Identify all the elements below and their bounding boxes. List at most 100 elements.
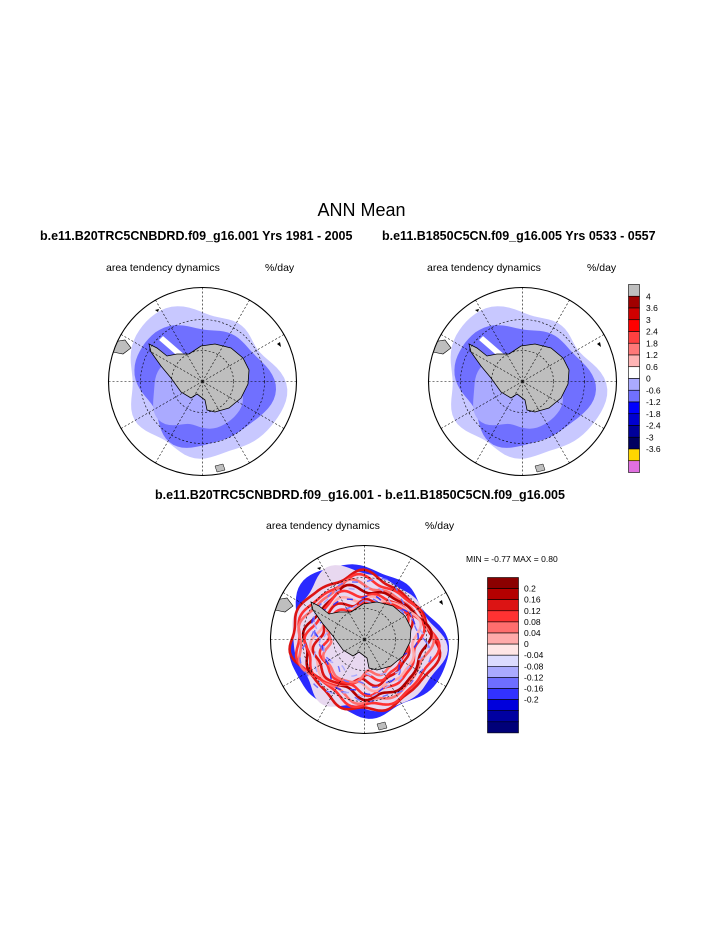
colorbar-tick-label: 0 bbox=[524, 639, 529, 649]
colorbar-tick-label: 1.8 bbox=[646, 338, 658, 348]
max-label: MAX = bbox=[513, 554, 539, 564]
small-island bbox=[277, 342, 281, 347]
colorbar-box bbox=[628, 331, 640, 344]
colorbar-box bbox=[487, 710, 519, 723]
colorbar-box bbox=[628, 460, 640, 473]
map-content bbox=[108, 287, 297, 476]
colorbar-box bbox=[628, 378, 640, 391]
antarctica-landmass bbox=[148, 343, 250, 413]
colorbar-box bbox=[628, 413, 640, 426]
colorbar-tick-label: 1.2 bbox=[646, 350, 658, 360]
small-island bbox=[155, 309, 159, 312]
panel-1-case-title: b.e11.B20TRC5CNBDRD.f09_g16.001 Yrs 1981… bbox=[40, 229, 353, 243]
colorbar-tick-label: -0.12 bbox=[524, 672, 544, 682]
small-island bbox=[439, 600, 443, 605]
colorbar-box bbox=[487, 688, 519, 700]
colorbar-box bbox=[628, 366, 640, 379]
latitude-circle bbox=[302, 577, 427, 702]
difference-title: b.e11.B20TRC5CNBDRD.f09_g16.001 - b.e11.… bbox=[155, 488, 565, 502]
diff-blue-band bbox=[313, 586, 429, 698]
colorbar-tick-label: 3 bbox=[646, 315, 651, 325]
colorbar-box bbox=[628, 342, 640, 356]
polar-map-panel-2 bbox=[427, 286, 618, 477]
polar-map-panel-1 bbox=[107, 286, 298, 477]
colorbar-tick-label: 0.6 bbox=[646, 362, 658, 372]
panel-2-case-title: b.e11.B1850C5CN.f09_g16.005 Yrs 0533 - 0… bbox=[382, 229, 656, 243]
colorbar-top: 4 3.6 3 2.41.8 1.2 0.6 0-0.6 -1.2 -1.8 -2.4-3 -3.6 bbox=[628, 284, 661, 473]
colorbar-tick-label: 0.08 bbox=[524, 617, 541, 627]
polar-map-difference bbox=[269, 544, 460, 735]
min-value: -0.77 bbox=[491, 554, 511, 564]
colorbar-box bbox=[628, 448, 640, 462]
min-max-readout: MIN = -0.77 MAX = 0.80 bbox=[466, 554, 558, 564]
colorbar-box bbox=[628, 425, 640, 438]
colorbar-tick-label: 0.16 bbox=[524, 595, 541, 605]
colorbar-box bbox=[487, 643, 519, 656]
colorbar-tick-label: -0.16 bbox=[524, 684, 544, 694]
colorbar-box bbox=[487, 610, 519, 623]
diff-red-band bbox=[294, 572, 441, 709]
diff-blue-band bbox=[323, 600, 404, 677]
min-label: MIN = bbox=[466, 554, 489, 564]
colorbar-box bbox=[487, 621, 519, 634]
latitude-circle bbox=[460, 319, 585, 444]
colorbar-box bbox=[628, 284, 640, 297]
map-border bbox=[107, 286, 298, 477]
colorbar-difference: 0.20.160.120.080.040-0.04-0.08-0.12 -0.16… bbox=[487, 577, 544, 734]
colorbar-tick-label: 3.6 bbox=[646, 303, 658, 313]
colorbar-tick-label: 4 bbox=[646, 291, 651, 301]
small-island bbox=[475, 309, 479, 312]
panel-1-right-subtitle: %/day bbox=[265, 262, 295, 274]
colorbar-box bbox=[628, 401, 640, 415]
colorbar-box bbox=[487, 666, 519, 678]
colorbar-tick-label: 0.2 bbox=[524, 584, 536, 594]
difference-left-subtitle: area tendency dynamics bbox=[266, 520, 380, 532]
diff-blue-band bbox=[299, 577, 432, 703]
map-content bbox=[428, 287, 617, 476]
colorbar-tick-label: 0 bbox=[646, 374, 651, 384]
small-island bbox=[597, 342, 601, 347]
colorbar-tick-label: 2.4 bbox=[646, 327, 658, 337]
colorbar-box bbox=[628, 389, 640, 403]
map-content bbox=[270, 545, 459, 734]
colorbar-tick-label: -2.4 bbox=[646, 421, 661, 431]
colorbar-tick-label: -1.8 bbox=[646, 409, 661, 419]
colorbar-tick-label: -1.2 bbox=[646, 397, 661, 407]
panel-2-left-subtitle: area tendency dynamics bbox=[427, 262, 541, 274]
colorbar-tick-label: 0.12 bbox=[524, 606, 541, 616]
latitude-circle bbox=[140, 319, 265, 444]
colorbar-tick-label: -0.04 bbox=[524, 650, 544, 660]
colorbar-box bbox=[628, 295, 640, 309]
small-island bbox=[317, 567, 321, 570]
colorbar-box bbox=[487, 699, 519, 711]
colorbar-box bbox=[628, 354, 640, 368]
antarctica-landmass bbox=[468, 343, 570, 413]
colorbar-tick-label: -3 bbox=[646, 432, 654, 442]
panel-1-left-subtitle: area tendency dynamics bbox=[106, 262, 220, 274]
map-border bbox=[269, 544, 460, 735]
colorbar-tick-label: -0.2 bbox=[524, 695, 539, 705]
kerguelen-island bbox=[534, 463, 546, 473]
colorbar-tick-label: -0.08 bbox=[524, 661, 544, 671]
max-value: 0.80 bbox=[541, 554, 558, 564]
latitude-circle bbox=[171, 350, 234, 413]
colorbar-box bbox=[487, 721, 519, 734]
colorbar-box bbox=[487, 588, 519, 601]
colorbar-box bbox=[487, 677, 519, 689]
colorbar-box bbox=[628, 319, 640, 332]
kerguelen-island bbox=[214, 463, 226, 473]
kerguelen-island bbox=[376, 721, 388, 731]
latitude-circle bbox=[491, 350, 554, 413]
difference-right-subtitle: %/day bbox=[425, 520, 455, 532]
colorbar-tick-label: 0.04 bbox=[524, 628, 541, 638]
map-border bbox=[427, 286, 618, 477]
colorbar-box bbox=[487, 577, 519, 589]
colorbar-tick-label: -3.6 bbox=[646, 444, 661, 454]
diff-blue-band bbox=[313, 597, 406, 689]
colorbar-tick-label: -0.6 bbox=[646, 385, 661, 395]
colorbar-box bbox=[487, 632, 519, 645]
colorbar-box bbox=[628, 307, 640, 321]
colorbar-box bbox=[487, 654, 519, 667]
colorbar-box bbox=[628, 436, 640, 450]
colorbar-box bbox=[487, 599, 519, 612]
